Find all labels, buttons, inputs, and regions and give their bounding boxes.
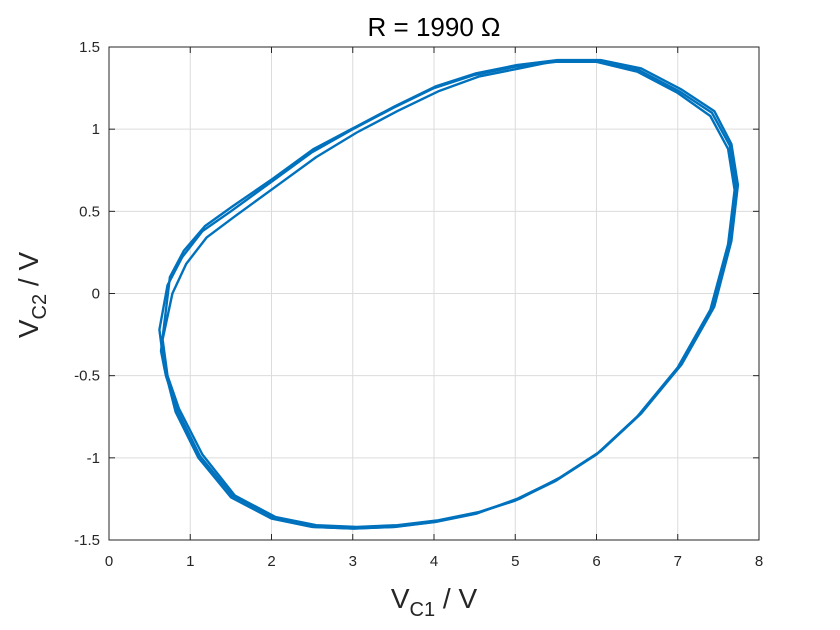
y-tick-label: -1.5 [74, 532, 100, 549]
x-axis-label: VC1 / V [391, 583, 478, 621]
x-tick-label: 5 [511, 553, 519, 570]
x-tick-label: 2 [267, 553, 275, 570]
y-label-subscript: C2 [29, 294, 51, 320]
y-tick-label: 0.5 [79, 203, 100, 220]
y-tick-label: 1.5 [79, 39, 100, 56]
y-label-unit: / V [13, 252, 44, 294]
y-tick-labels: -1.5 -1 -0.5 0 0.5 1 1.5 [74, 39, 100, 549]
y-grid-lines [109, 128, 759, 459]
x-label-unit: / V [435, 583, 477, 614]
y-tick-label: 0 [92, 286, 100, 303]
x-tick-label: 4 [430, 553, 438, 570]
x-tick-label: 6 [592, 553, 600, 570]
x-tick-label: 3 [349, 553, 357, 570]
axis-ticks [108, 46, 760, 541]
x-tick-labels: 0 1 2 3 4 5 6 7 8 [105, 553, 763, 570]
y-tick-label: 1 [92, 121, 100, 138]
x-label-subscript: C1 [410, 599, 436, 621]
y-tick-label: -0.5 [74, 368, 100, 385]
x-label-main: V [391, 583, 410, 614]
x-tick-label: 8 [755, 553, 763, 570]
plot-area [158, 58, 740, 530]
chart-title: R = 1990 Ω [368, 12, 501, 42]
y-label-main: V [13, 319, 44, 338]
x-tick-label: 1 [186, 553, 194, 570]
x-tick-label: 0 [105, 553, 113, 570]
y-axis-label: VC2 / V [13, 252, 51, 339]
series-line [161, 58, 740, 529]
y-tick-label: -1 [87, 450, 100, 467]
series-line [159, 58, 738, 530]
x-tick-label: 7 [674, 553, 682, 570]
